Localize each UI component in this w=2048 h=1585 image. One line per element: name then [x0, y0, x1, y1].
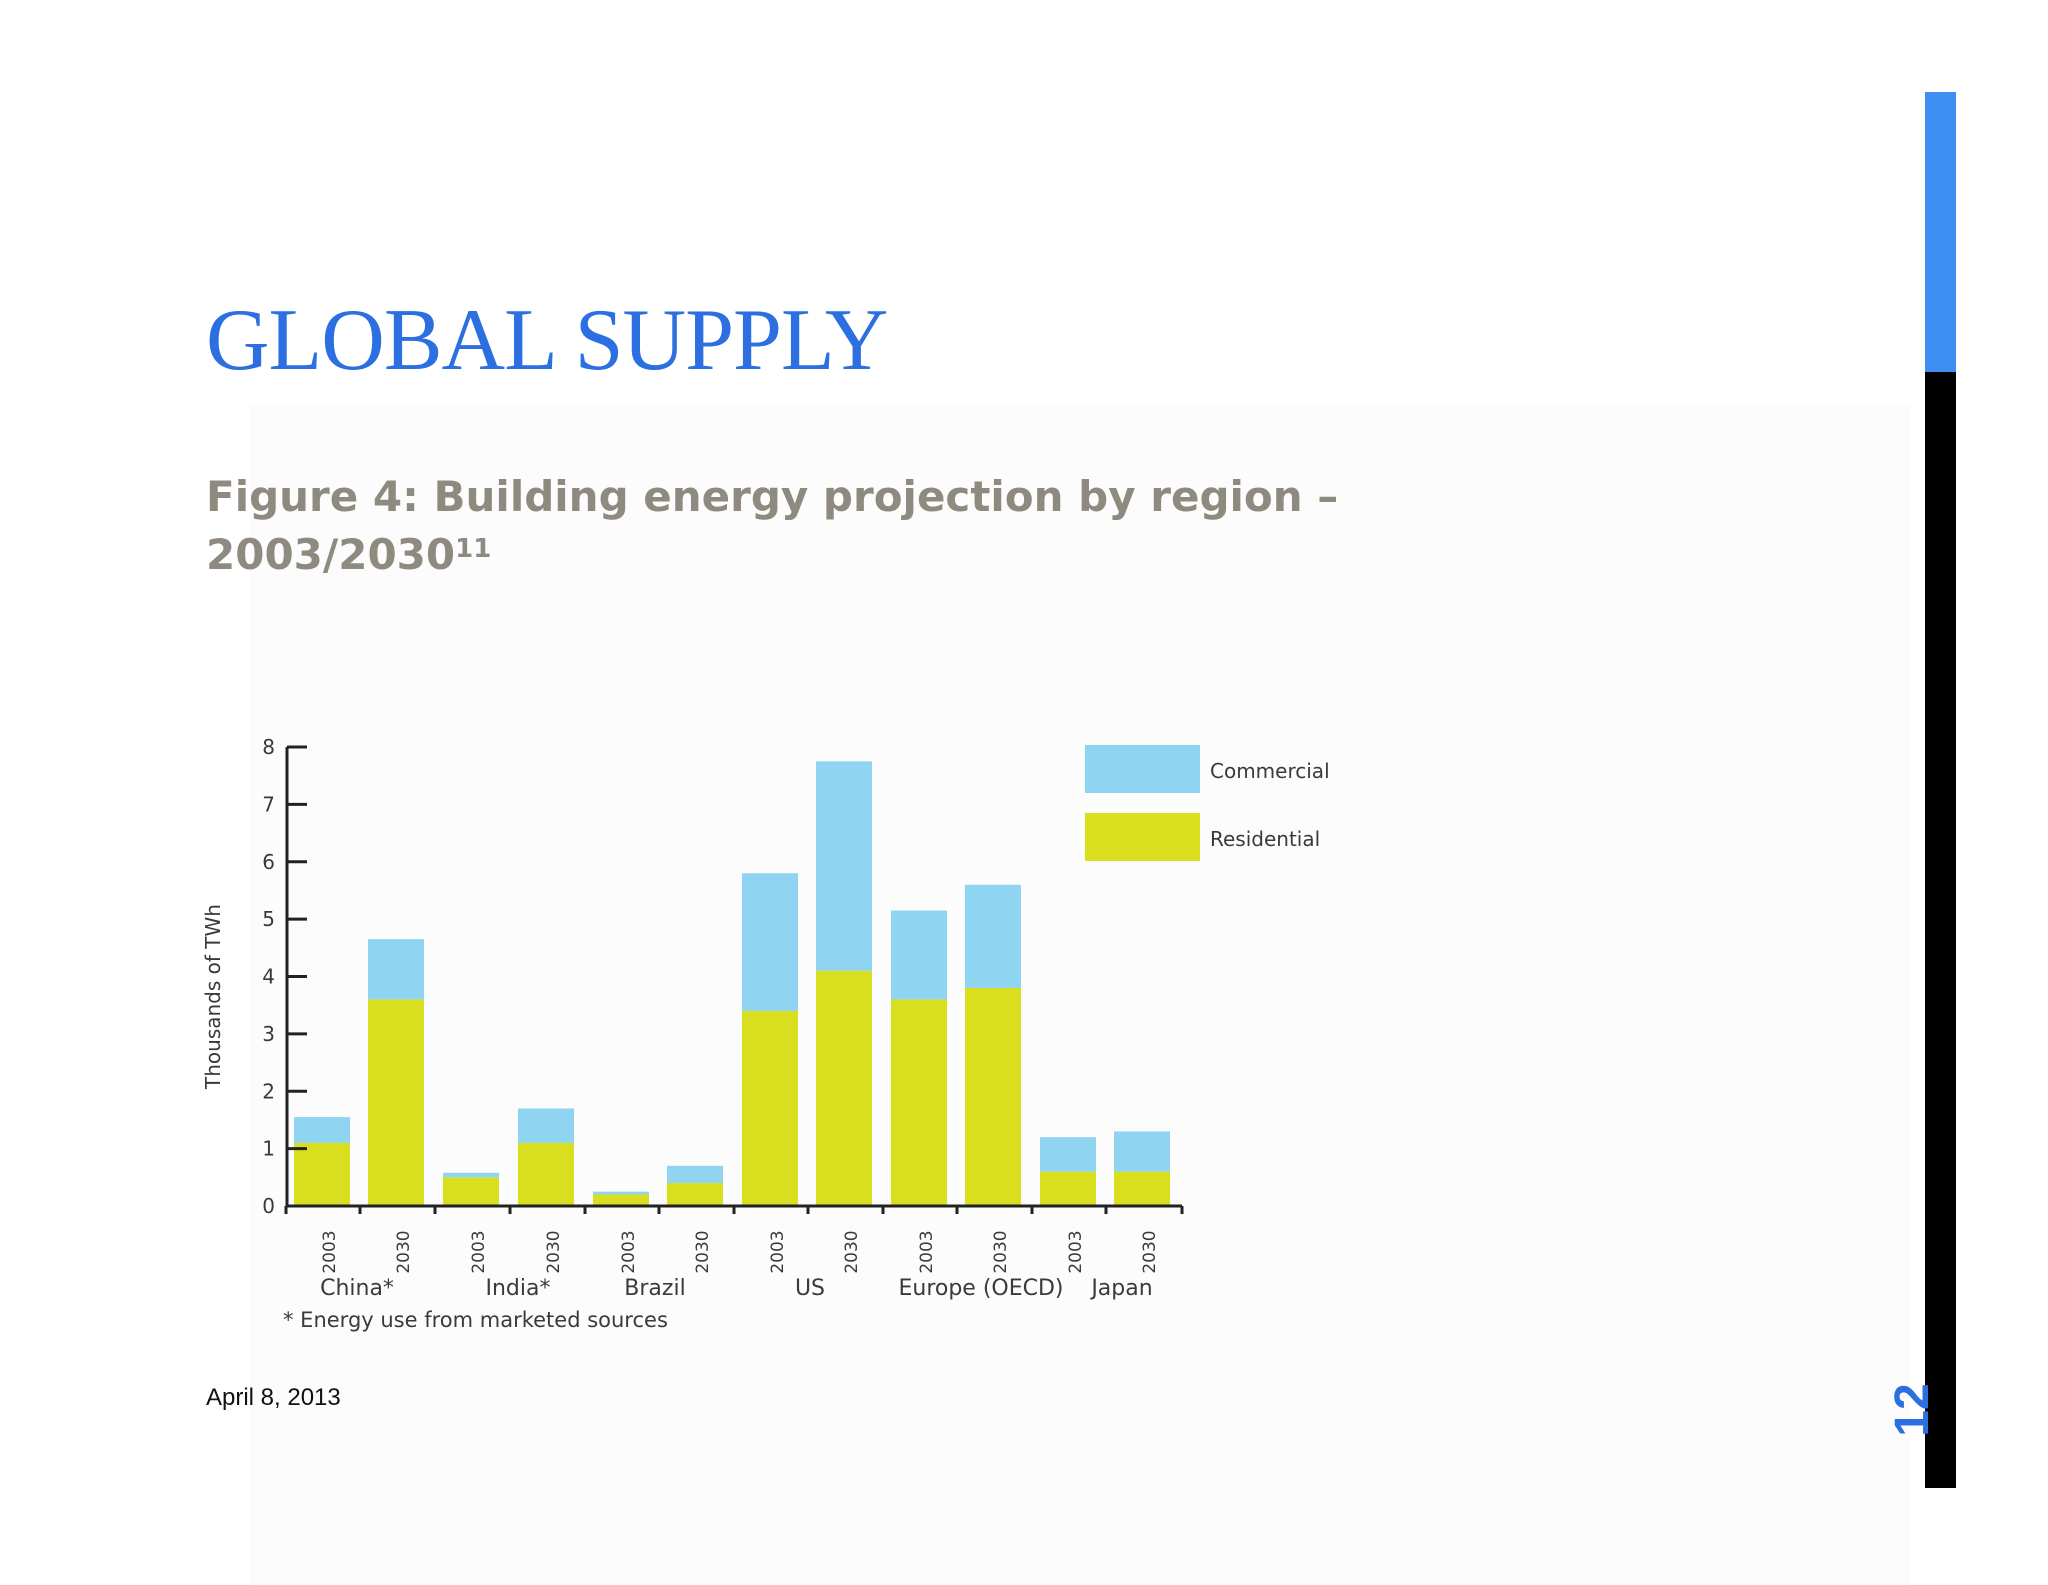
bar-commercial [816, 761, 872, 971]
legend-label: Residential [1210, 827, 1320, 851]
x-tick-label: 2003 [1066, 1230, 1086, 1273]
x-tick-label: 2003 [619, 1230, 639, 1273]
bar-commercial [965, 884, 1021, 988]
bar-residential [294, 1142, 350, 1206]
group-label: Europe (OECD) [898, 1276, 1063, 1301]
bar-commercial [1114, 1131, 1170, 1172]
group-label: Brazil [624, 1276, 685, 1301]
bar-residential [368, 999, 424, 1206]
x-tick-label: 2030 [842, 1230, 862, 1273]
figure-caption-text: Figure 4: Building energy projection by … [206, 472, 1339, 579]
x-tick-label: 2030 [544, 1230, 564, 1273]
bar-commercial [891, 910, 947, 1000]
y-tick-label: 7 [262, 792, 275, 816]
y-tick-label: 3 [262, 1022, 275, 1046]
side-bar [1925, 372, 1956, 1488]
bar-commercial [667, 1165, 723, 1184]
x-tick-label: 2030 [394, 1230, 414, 1273]
x-ticks: 2003 2030 2003 2030 2003 2030 2003 2030 2003 2030… [284, 1206, 1184, 1301]
legend: Commercial Residential [1085, 745, 1330, 861]
x-tick-label: 2030 [991, 1230, 1011, 1273]
bars-layer [294, 761, 1170, 1206]
y-tick-label: 4 [262, 965, 275, 989]
slide-title: GLOBAL SUPPLY [206, 292, 888, 389]
bar-commercial [742, 873, 798, 1011]
bar-residential [518, 1142, 574, 1206]
bar-residential [965, 987, 1021, 1206]
x-tick-label: 2030 [693, 1230, 713, 1273]
y-tick-label: 6 [262, 850, 275, 874]
group-label: India* [486, 1276, 551, 1301]
figure-caption-footnote-ref: 11 [455, 534, 492, 564]
bar-residential [891, 999, 947, 1206]
bar-commercial [518, 1108, 574, 1143]
footer-date: April 8, 2013 [206, 1384, 341, 1411]
legend-swatch [1085, 813, 1200, 861]
x-tick-label: 2003 [917, 1230, 937, 1273]
bar-commercial [1040, 1137, 1096, 1172]
y-tick-label: 2 [262, 1079, 275, 1103]
x-tick-label: 2003 [469, 1230, 489, 1273]
bar-residential [667, 1183, 723, 1206]
y-axis-label: Thousands of TWh [201, 904, 225, 1090]
bar-commercial [294, 1117, 350, 1143]
side-accent-bar [1925, 92, 1956, 372]
bar-residential [593, 1194, 649, 1206]
y-tick-label: 0 [262, 1194, 275, 1218]
bar-commercial [368, 939, 424, 1000]
x-tick-label: 2003 [768, 1230, 788, 1273]
bar-residential [443, 1177, 499, 1206]
figure-caption: Figure 4: Building energy projection by … [206, 468, 1406, 584]
bar-residential [1040, 1171, 1096, 1206]
bar-commercial [443, 1172, 499, 1178]
legend-label: Commercial [1210, 759, 1330, 783]
bar-residential [1114, 1171, 1170, 1206]
bar-commercial [593, 1191, 649, 1195]
group-label: China* [320, 1276, 394, 1301]
y-tick-label: 1 [262, 1137, 275, 1161]
figure-panel [250, 405, 1910, 1585]
legend-swatch [1085, 745, 1200, 793]
x-tick-label: 2003 [320, 1230, 340, 1273]
bar-residential [816, 970, 872, 1206]
y-tick-label: 8 [262, 735, 275, 759]
group-label: Japan [1089, 1276, 1152, 1301]
x-tick-label: 2030 [1140, 1230, 1160, 1273]
bar-residential [742, 1010, 798, 1206]
chart-footnote: * Energy use from marketed sources [283, 1308, 668, 1332]
group-label: US [795, 1276, 825, 1301]
y-ticks: 0 1 2 3 4 5 6 7 8 [262, 735, 307, 1218]
y-tick-label: 5 [262, 907, 275, 931]
